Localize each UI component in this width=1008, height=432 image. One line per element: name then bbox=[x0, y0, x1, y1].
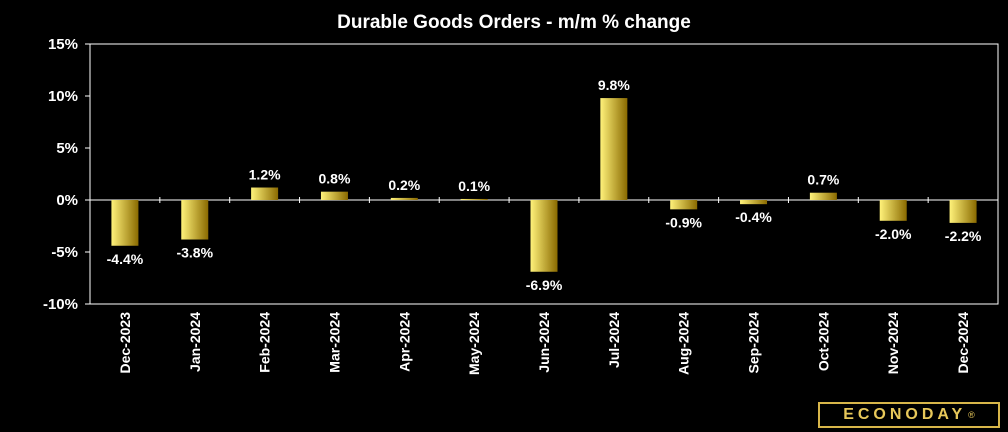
x-tick-label: Aug-2024 bbox=[676, 312, 692, 375]
x-tick-label: Jul-2024 bbox=[606, 312, 622, 368]
data-label: 0.1% bbox=[458, 178, 490, 194]
bar bbox=[809, 192, 837, 200]
bar bbox=[740, 200, 768, 205]
data-label: 0.2% bbox=[388, 177, 420, 193]
x-tick-label: Oct-2024 bbox=[815, 312, 831, 371]
bar bbox=[460, 198, 488, 200]
x-tick-label: Nov-2024 bbox=[885, 312, 901, 374]
plot-area-border bbox=[89, 43, 999, 305]
data-label: -0.9% bbox=[665, 214, 702, 230]
data-label: -3.8% bbox=[176, 245, 213, 261]
data-label: 9.8% bbox=[598, 77, 630, 93]
x-axis: Dec-2023 Jan-2024 Feb-2024 Mar-2024 Apr-2024… bbox=[89, 197, 999, 375]
y-tick-label: 0% bbox=[56, 192, 78, 209]
x-tick-label: Dec-2023 bbox=[117, 312, 133, 374]
bar bbox=[670, 200, 698, 210]
bar bbox=[251, 187, 279, 200]
y-tick-label: 15% bbox=[48, 36, 78, 53]
bar bbox=[879, 200, 907, 221]
bar bbox=[949, 200, 977, 223]
x-tick-label: Dec-2024 bbox=[955, 312, 971, 374]
data-label: -2.2% bbox=[945, 228, 982, 244]
data-labels: -4.4% -3.8% 1.2% 0.8% 0.2% 0.1% -6.9% 9.8% -0.9%… bbox=[107, 77, 982, 293]
bar bbox=[320, 191, 348, 200]
data-label: 0.7% bbox=[807, 172, 839, 188]
econoday-logo: ECONODAY ® bbox=[818, 402, 1000, 428]
logo-text: ECONODAY bbox=[843, 406, 967, 423]
y-tick-label: -10% bbox=[43, 296, 78, 313]
data-label: 1.2% bbox=[249, 167, 281, 183]
data-label: -2.0% bbox=[875, 226, 912, 242]
x-tick-label: Apr-2024 bbox=[396, 312, 412, 372]
bar bbox=[181, 200, 209, 240]
data-label: -4.4% bbox=[107, 251, 144, 267]
x-tick-label: Jun-2024 bbox=[536, 312, 552, 373]
y-tick-label: -5% bbox=[51, 244, 78, 261]
data-label: -6.9% bbox=[526, 277, 563, 293]
bar bbox=[111, 200, 139, 246]
bars bbox=[111, 98, 977, 272]
x-tick-label: Mar-2024 bbox=[326, 312, 342, 373]
data-label: 0.8% bbox=[319, 171, 351, 187]
x-tick-label: Jan-2024 bbox=[187, 312, 203, 372]
y-axis: 15% 10% 5% 0% -5% -10% bbox=[43, 36, 998, 313]
bar bbox=[390, 197, 418, 200]
logo-registered-mark: ® bbox=[968, 410, 975, 420]
chart-title: Durable Goods Orders - m/m % change bbox=[337, 12, 691, 33]
y-tick-label: 5% bbox=[56, 140, 78, 157]
bar bbox=[530, 200, 558, 272]
data-label: -0.4% bbox=[735, 209, 772, 225]
bar bbox=[600, 98, 628, 200]
x-tick-label: Sep-2024 bbox=[746, 312, 762, 374]
x-tick-label: Feb-2024 bbox=[257, 312, 273, 373]
x-tick-label: May-2024 bbox=[466, 312, 482, 375]
y-tick-label: 10% bbox=[48, 88, 78, 105]
